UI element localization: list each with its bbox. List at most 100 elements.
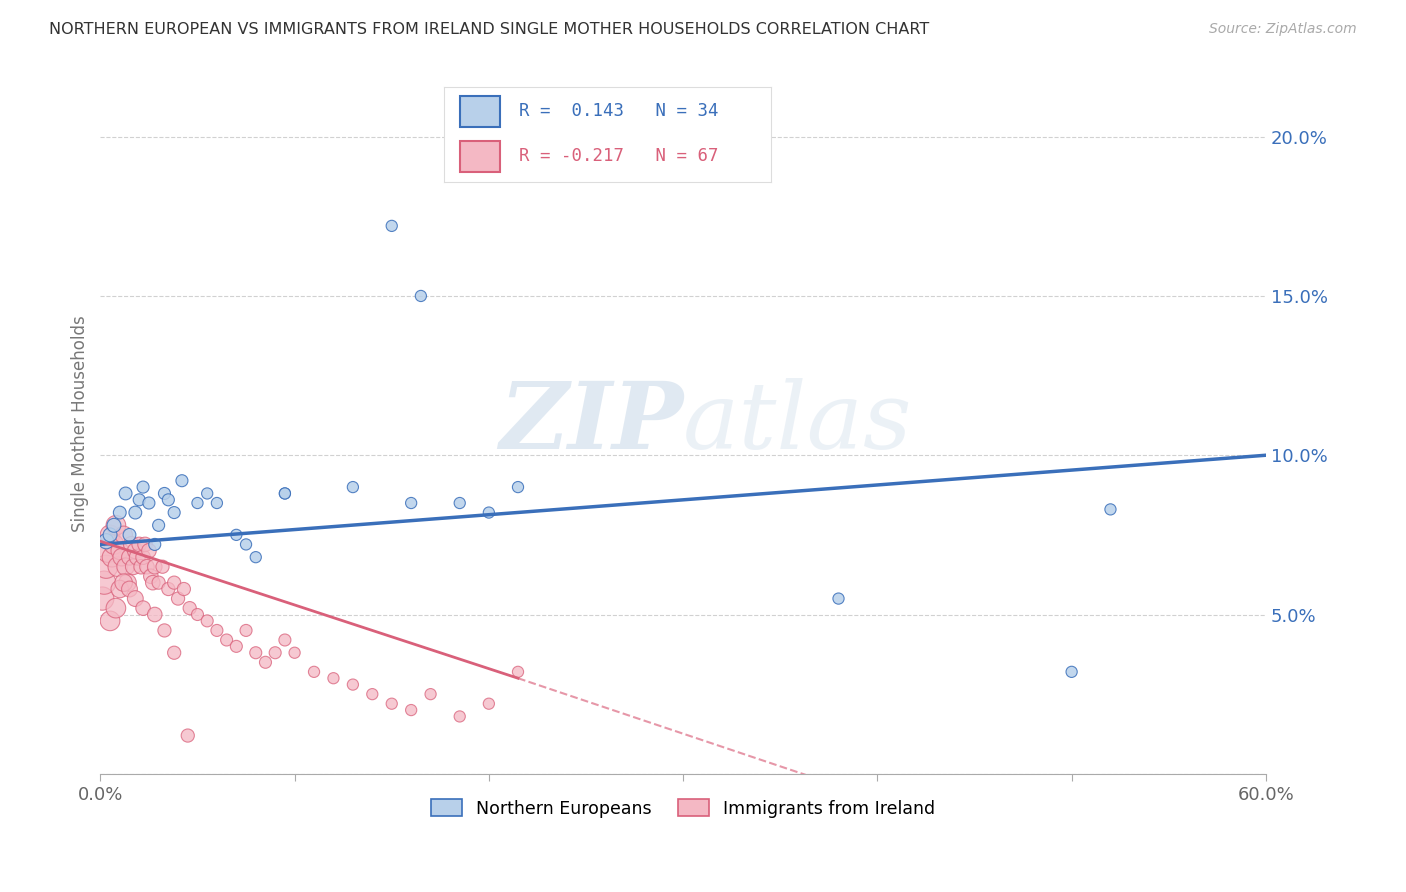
Point <box>153 486 176 500</box>
Point <box>143 607 166 622</box>
Point <box>478 697 501 711</box>
Point <box>186 607 208 622</box>
Point <box>132 601 155 615</box>
Point <box>104 518 127 533</box>
Point <box>195 614 218 628</box>
Point <box>124 591 146 606</box>
Point <box>143 537 166 551</box>
Point <box>163 506 186 520</box>
Point <box>235 624 257 638</box>
Point <box>449 709 471 723</box>
Point <box>342 677 364 691</box>
Point <box>114 559 136 574</box>
Point <box>322 671 344 685</box>
Point <box>235 537 257 551</box>
Point <box>93 575 115 590</box>
Point <box>111 550 134 565</box>
Point <box>120 537 142 551</box>
Point <box>153 624 176 638</box>
Point <box>143 559 166 574</box>
Point <box>96 559 118 574</box>
Point <box>163 575 186 590</box>
Point <box>103 537 125 551</box>
Point <box>186 496 208 510</box>
Point <box>274 632 297 647</box>
Point <box>274 486 297 500</box>
Point <box>128 492 150 507</box>
Point <box>127 550 149 565</box>
Point <box>506 665 529 679</box>
Point <box>478 506 501 520</box>
Point <box>157 492 180 507</box>
Text: ZIP: ZIP <box>499 378 683 468</box>
Point <box>118 528 141 542</box>
Point <box>132 550 155 565</box>
Point <box>107 559 129 574</box>
Point <box>98 614 121 628</box>
Point <box>205 624 228 638</box>
Point <box>98 528 121 542</box>
Point <box>506 480 529 494</box>
Point <box>827 591 849 606</box>
Point <box>152 559 174 574</box>
Point <box>419 687 441 701</box>
Point <box>132 480 155 494</box>
Point <box>108 506 131 520</box>
Point <box>114 486 136 500</box>
Point <box>136 559 159 574</box>
Point <box>112 575 135 590</box>
Point <box>274 486 297 500</box>
Point <box>302 665 325 679</box>
Point <box>225 528 247 542</box>
Point <box>1099 502 1122 516</box>
Point <box>254 655 277 669</box>
Point <box>101 550 124 565</box>
Point <box>245 646 267 660</box>
Point <box>129 559 152 574</box>
Point <box>118 550 141 565</box>
Point <box>139 569 162 583</box>
Point <box>112 528 135 542</box>
Point <box>108 543 131 558</box>
Point <box>163 646 186 660</box>
Legend: Northern Europeans, Immigrants from Ireland: Northern Europeans, Immigrants from Irel… <box>425 792 942 825</box>
Y-axis label: Single Mother Households: Single Mother Households <box>72 315 89 532</box>
Point <box>264 646 287 660</box>
Point <box>138 496 160 510</box>
Point <box>118 582 141 596</box>
Point <box>179 601 201 615</box>
Point <box>177 729 200 743</box>
Point <box>361 687 384 701</box>
Point <box>104 601 127 615</box>
Point <box>124 543 146 558</box>
Point <box>103 518 125 533</box>
Point <box>97 543 120 558</box>
Point <box>245 550 267 565</box>
Point <box>342 480 364 494</box>
Point <box>148 518 170 533</box>
Point <box>284 646 307 660</box>
Point <box>205 496 228 510</box>
Point <box>96 534 118 549</box>
Point <box>215 632 238 647</box>
Point <box>381 697 404 711</box>
Point <box>122 559 145 574</box>
Point <box>91 591 114 606</box>
Point <box>157 582 180 596</box>
Point <box>381 219 404 233</box>
Point <box>138 543 160 558</box>
Text: NORTHERN EUROPEAN VS IMMIGRANTS FROM IRELAND SINGLE MOTHER HOUSEHOLDS CORRELATIO: NORTHERN EUROPEAN VS IMMIGRANTS FROM IRE… <box>49 22 929 37</box>
Point <box>128 537 150 551</box>
Point <box>1060 665 1083 679</box>
Point <box>399 703 422 717</box>
Point <box>225 640 247 654</box>
Point <box>170 474 193 488</box>
Point <box>117 575 139 590</box>
Text: Source: ZipAtlas.com: Source: ZipAtlas.com <box>1209 22 1357 37</box>
Point <box>399 496 422 510</box>
Point <box>173 582 195 596</box>
Point <box>124 506 146 520</box>
Point <box>148 575 170 590</box>
Text: atlas: atlas <box>683 378 912 468</box>
Point <box>195 486 218 500</box>
